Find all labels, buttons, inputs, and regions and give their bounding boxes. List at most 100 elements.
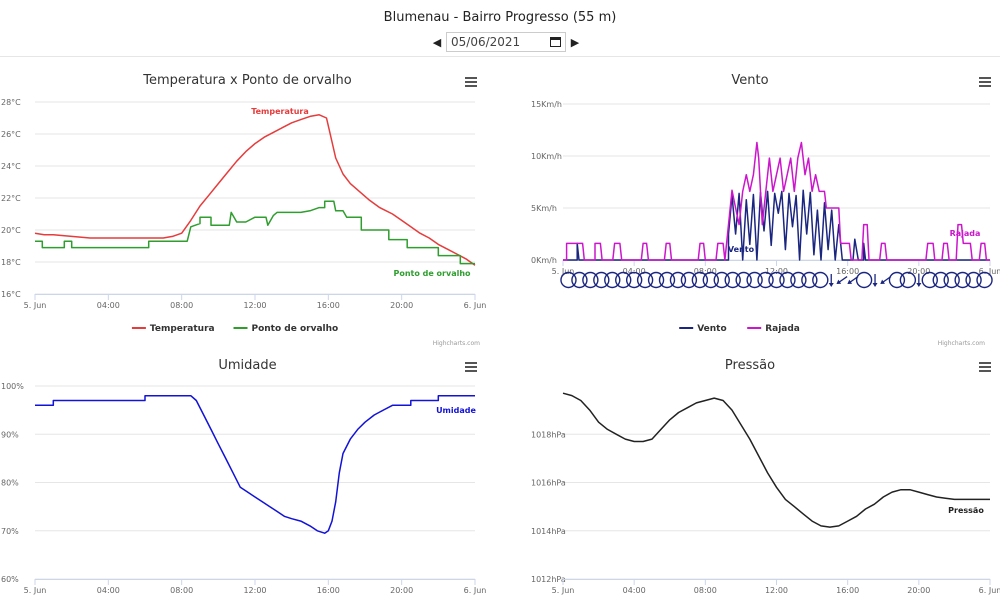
y-tick-label: 10Km/h [531, 152, 562, 161]
series-line-temperatura [34, 114, 476, 266]
menu-icon-bar [465, 81, 477, 83]
chart-panel-humidity: Umidade 60% 70% 80% 90% 100% 5. Jun 04:00 08:00 1… [0, 345, 495, 601]
series-label: Ponto de orvalho [393, 269, 471, 278]
page-header: Blumenau - Bairro Progresso (55 m) ◀ 05/… [0, 0, 1000, 57]
y-tick-label: 22°C [1, 194, 21, 203]
wind-arrow-head [828, 283, 834, 287]
y-tick-label: 26°C [1, 130, 21, 139]
x-tick-label: 08:00 [170, 586, 193, 595]
chart-title: Temperatura x Ponto de orvalho [142, 73, 352, 88]
wind-calm-marker [658, 271, 676, 289]
wind-arrow-icon [836, 276, 848, 285]
legend-item[interactable]: Vento [679, 324, 727, 334]
calendar-icon[interactable] [550, 37, 561, 47]
menu-icon[interactable] [465, 77, 477, 87]
x-tick-label: 20:00 [390, 301, 413, 310]
menu-icon-bar [979, 362, 991, 364]
menu-icon-bar [465, 370, 477, 372]
date-selector: ◀ 05/06/2021 ▶ [431, 31, 581, 53]
menu-icon[interactable] [979, 362, 991, 372]
y-tick-label: 24°C [1, 162, 21, 171]
wind-arrow-head [880, 279, 885, 285]
wind-calm-marker [593, 271, 610, 289]
x-tick-label: 08:00 [170, 301, 193, 310]
x-tick-label: 12:00 [765, 586, 788, 595]
wind-calm-marker [713, 271, 730, 289]
y-tick-label: 60% [1, 575, 19, 584]
x-tick-label: 08:00 [694, 586, 717, 595]
x-tick-label: 5. Jun [552, 267, 575, 276]
wind-calm-marker [625, 271, 643, 289]
chart-panel-wind: Vento 0Km/h 5Km/h 10Km/h 15Km/h 5. Jun 04:00 08… [500, 60, 1000, 354]
wind-calm-marker [735, 271, 752, 289]
wind-arrow-head [916, 283, 922, 287]
wind-calm-marker [921, 271, 938, 289]
x-tick-label: 20:00 [390, 586, 413, 595]
x-tick-label: 16:00 [317, 586, 340, 595]
credits-link[interactable]: Highcharts.com [938, 340, 985, 347]
wind-arrow-icon [872, 274, 878, 287]
y-tick-label: 16°C [1, 290, 21, 299]
date-input[interactable]: 05/06/2021 [446, 32, 566, 52]
x-tick-label: 16:00 [317, 301, 340, 310]
series-label: Rajada [950, 229, 981, 238]
wind-calm-marker [571, 271, 588, 289]
caret-right-icon[interactable]: ▶ [570, 35, 580, 49]
wind-calm-marker [604, 271, 621, 289]
wind-calm-marker [932, 271, 949, 289]
y-tick-label: 5Km/h [531, 204, 557, 213]
x-tick-label: 16:00 [836, 267, 859, 276]
legend-item[interactable]: Rajada [747, 324, 800, 334]
x-tick-label: 04:00 [97, 301, 120, 310]
wind-calm-marker [943, 271, 960, 289]
series-label: Umidade [436, 406, 476, 415]
y-tick-label: 15Km/h [531, 100, 562, 109]
credits-link[interactable]: Highcharts.com [433, 340, 480, 347]
y-tick-label: 1018hPa [531, 430, 566, 439]
x-tick-label: 12:00 [243, 301, 266, 310]
menu-icon-bar [465, 366, 477, 368]
wind-calm-marker [790, 271, 807, 289]
series-label: Vento [728, 245, 755, 254]
legend-label: Vento [697, 324, 726, 334]
wind-calm-marker [976, 271, 993, 289]
chart-panel-temperature: Temperatura x Ponto de orvalho 16°C 18°C 20… [0, 60, 495, 354]
menu-icon-bar [465, 77, 477, 79]
chart-temperature: Temperatura x Ponto de orvalho 16°C 18°C 20… [1, 73, 486, 347]
wind-arrow-icon [828, 274, 834, 287]
chart-title: Pressão [725, 358, 775, 373]
menu-icon-bar [979, 85, 991, 87]
wind-arrow-head [836, 279, 842, 285]
wind-calm-marker [888, 271, 906, 289]
wind-arrow-head [872, 283, 878, 287]
series-line-rajada [563, 141, 990, 261]
legend-label: Temperatura [150, 324, 215, 334]
chart-title: Umidade [218, 358, 276, 373]
wind-calm-marker [801, 271, 818, 289]
wind-calm-marker [702, 271, 720, 289]
legend-item[interactable]: Temperatura [131, 324, 215, 334]
wind-calm-marker [691, 271, 709, 289]
series-label: Pressão [948, 506, 984, 515]
x-tick-label: 04:00 [623, 586, 646, 595]
x-tick-label: 6. Jun [979, 586, 1000, 595]
wind-calm-marker [855, 271, 873, 289]
chart-panel-pressure: Pressão 1012hPa 1014hPa 1016hPa 1018hPa 5. Ju… [500, 345, 1000, 601]
y-tick-label: 100% [1, 382, 24, 391]
wind-calm-marker [965, 271, 982, 289]
page-title: Blumenau - Bairro Progresso (55 m) [383, 10, 617, 25]
x-tick-label: 08:00 [694, 267, 717, 276]
menu-icon[interactable] [979, 77, 991, 87]
caret-left-icon[interactable]: ◀ [432, 35, 442, 49]
legend-item[interactable]: Ponto de orvalho [233, 324, 339, 334]
x-tick-label: 04:00 [97, 586, 120, 595]
x-tick-label: 6. Jun [464, 586, 487, 595]
y-tick-label: 0Km/h [531, 256, 557, 265]
wind-calm-marker [746, 271, 763, 289]
series-label: Temperatura [251, 107, 309, 116]
wind-calm-marker [724, 271, 741, 289]
wind-calm-marker [768, 271, 785, 289]
legend-label: Ponto de orvalho [252, 324, 339, 334]
menu-icon[interactable] [465, 362, 477, 372]
wind-calm-marker [899, 271, 917, 289]
